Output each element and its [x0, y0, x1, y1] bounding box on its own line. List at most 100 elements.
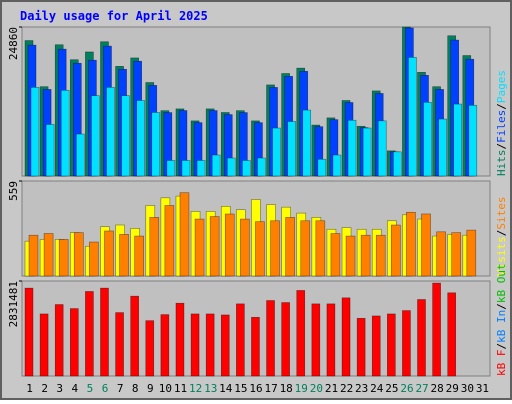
- legend-separator: /: [495, 343, 508, 350]
- bar: [190, 313, 200, 377]
- legend-separator: /: [495, 143, 508, 150]
- bar: [211, 154, 221, 177]
- bar: [91, 95, 100, 177]
- x-tick-label: 12: [189, 382, 202, 395]
- x-tick-label: 11: [174, 382, 187, 395]
- bar: [106, 86, 115, 177]
- bar: [330, 233, 341, 277]
- x-tick-label: 22: [340, 382, 353, 395]
- x-tick-label: 2: [41, 382, 48, 395]
- x-tick-label: 4: [72, 382, 79, 395]
- bar: [24, 287, 34, 377]
- bar: [194, 218, 205, 277]
- bar: [266, 300, 275, 377]
- x-tick-label: 29: [446, 382, 459, 395]
- bar: [164, 205, 175, 277]
- x-tick-label: 6: [102, 382, 109, 395]
- bar: [166, 160, 176, 177]
- x-tick-label: 15: [234, 382, 247, 395]
- bar: [408, 57, 417, 177]
- bar: [356, 317, 366, 377]
- bar: [134, 235, 144, 277]
- y-tick-label: 24860: [7, 27, 20, 60]
- x-tick-label: 14: [219, 382, 233, 395]
- bar: [362, 127, 372, 177]
- bar: [160, 314, 170, 377]
- bar: [317, 158, 327, 177]
- x-tick-label: 24: [370, 382, 384, 395]
- x-tick-label: 16: [249, 382, 262, 395]
- bar: [436, 231, 446, 277]
- legend-entry: Sites: [495, 197, 508, 230]
- bar: [104, 230, 114, 277]
- bar: [54, 304, 64, 377]
- bar: [255, 221, 265, 277]
- bar: [251, 316, 260, 377]
- x-tick-label: 17: [264, 382, 277, 395]
- bar: [447, 292, 457, 377]
- legend: Hits/Files/Pages: [495, 70, 508, 176]
- bar: [75, 133, 85, 177]
- bar: [226, 157, 236, 177]
- bar: [39, 313, 49, 377]
- bar: [432, 282, 441, 377]
- bar: [60, 89, 70, 177]
- x-tick-label: 5: [87, 382, 94, 395]
- x-tick-label: 28: [431, 382, 444, 395]
- bar: [438, 118, 447, 177]
- bar: [257, 157, 266, 177]
- x-tick-label: 23: [355, 382, 368, 395]
- x-tick-label: 7: [117, 382, 124, 395]
- x-tick-label: 21: [325, 382, 338, 395]
- bar: [315, 220, 326, 277]
- legend-separator: /: [495, 303, 508, 310]
- y-tick-label: 2831481: [7, 281, 20, 327]
- bar: [73, 232, 84, 277]
- bar: [311, 303, 321, 377]
- bar: [423, 101, 432, 177]
- bar: [341, 297, 351, 377]
- legend: kB F/kB In/kB Out: [495, 263, 508, 376]
- legend-entry: Hits: [495, 150, 508, 177]
- bar: [240, 218, 250, 277]
- legend-entry: kB In: [495, 310, 508, 343]
- bar: [224, 213, 235, 277]
- bar: [287, 121, 296, 177]
- bar: [326, 303, 336, 377]
- bar: [377, 120, 387, 177]
- bar: [121, 95, 130, 177]
- bar: [100, 287, 109, 377]
- bar: [300, 220, 311, 277]
- bar: [347, 119, 357, 177]
- bar: [393, 151, 402, 177]
- bar: [179, 192, 190, 277]
- legend-separator: /: [495, 103, 508, 110]
- bar: [468, 104, 478, 177]
- bar: [181, 160, 191, 177]
- bar: [466, 229, 477, 277]
- bar: [151, 112, 161, 177]
- bar: [205, 313, 215, 377]
- x-tick-label: 1: [26, 382, 33, 395]
- x-tick-label: 13: [204, 382, 217, 395]
- bar: [387, 313, 396, 377]
- bar: [417, 299, 426, 377]
- x-tick-label: 18: [280, 382, 293, 395]
- legend-entry: Pages: [495, 70, 508, 103]
- bar: [43, 233, 54, 277]
- legend-entry: kB Out: [495, 263, 508, 303]
- bar: [175, 302, 185, 377]
- bar: [345, 235, 356, 277]
- legend-entry: kB F: [495, 350, 508, 377]
- bar: [115, 312, 124, 377]
- legend: Visits/Sites: [495, 197, 508, 277]
- legend-separator: /: [495, 230, 508, 237]
- x-tick-label: 19: [295, 382, 308, 395]
- bar: [209, 216, 220, 277]
- x-tick-label: 3: [56, 382, 63, 395]
- bar: [119, 234, 129, 277]
- bar: [406, 211, 416, 277]
- bar: [371, 315, 381, 377]
- bar: [242, 160, 251, 177]
